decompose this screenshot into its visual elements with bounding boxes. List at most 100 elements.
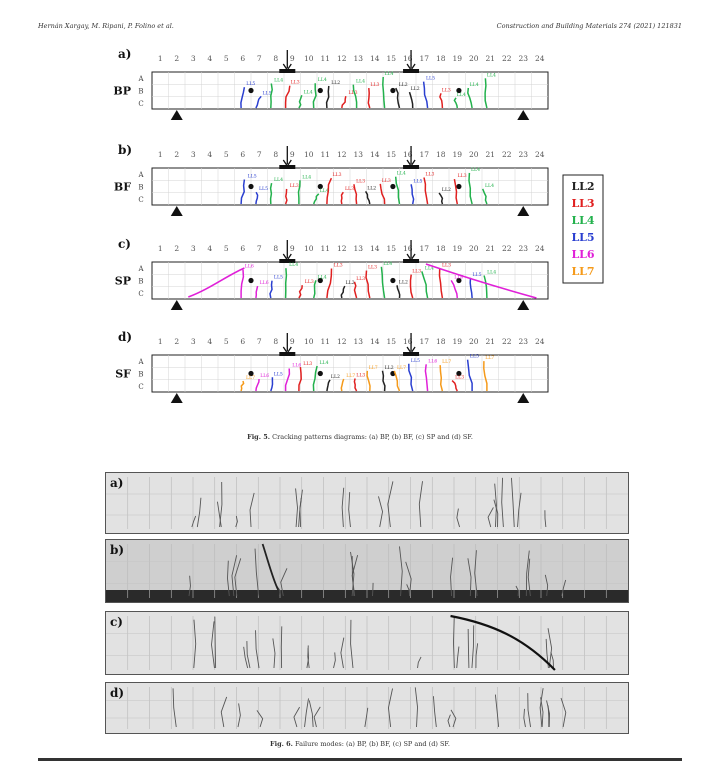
running-header-authors: Hernán Xargay, M. Ripani, P. Folino et a… <box>38 22 174 30</box>
photo-crack <box>456 646 460 669</box>
crack-line <box>270 377 274 392</box>
photo-crack <box>235 515 238 528</box>
column-number: 24 <box>535 244 545 253</box>
running-header-journal: Construction and Building Materials 274 … <box>496 22 682 30</box>
figure-5-caption-label: Fig. 5. <box>247 433 271 441</box>
crack-label: LL4 <box>470 82 479 88</box>
crack-label: LL4 <box>302 174 311 180</box>
column-number: 10 <box>304 337 314 346</box>
photo-crack <box>231 555 238 597</box>
column-number: 5 <box>224 54 229 63</box>
column-number: 22 <box>502 337 512 346</box>
crack-line <box>422 81 429 109</box>
column-number: 6 <box>240 150 245 159</box>
support-triangle <box>517 393 530 403</box>
crack-label: LL4 <box>274 78 283 84</box>
photo-crack <box>450 557 454 597</box>
crack-label: LL5 <box>248 174 257 180</box>
photo-crack <box>453 617 455 669</box>
column-number: 17 <box>419 54 429 63</box>
column-number: 12 <box>337 150 347 159</box>
specimen-name: SF <box>115 368 131 381</box>
column-number: 6 <box>240 54 245 63</box>
column-number: 19 <box>452 150 462 159</box>
crack-line <box>453 97 459 109</box>
column-number: 21 <box>485 337 495 346</box>
measurement-dot <box>317 87 323 94</box>
column-number: 13 <box>353 337 363 346</box>
photo-crack <box>523 708 526 728</box>
column-number: 1 <box>158 337 163 346</box>
photo-crack <box>501 477 504 528</box>
photo-crack <box>399 546 403 597</box>
crack-label: LL4 <box>487 270 496 276</box>
photo-crack <box>172 688 177 728</box>
column-number: 16 <box>403 337 413 346</box>
cracking-panel-bf: b) 1 2 3 4 5 6 7 8 9 10 11 12 13 14 15 16 17 18 19 20 21 22 23 2… <box>114 143 549 216</box>
measurement-dot <box>390 277 396 284</box>
crack-line <box>312 193 320 205</box>
photo-crack <box>511 477 515 528</box>
photo-crack <box>306 648 310 669</box>
support-triangle <box>517 110 530 120</box>
crack-line <box>410 184 415 205</box>
crack-line <box>353 281 358 299</box>
page-bottom-rule <box>38 758 682 761</box>
crack-label: LL3 <box>368 265 377 271</box>
crack-label: LL2 <box>399 82 408 88</box>
photo-crack <box>372 582 374 597</box>
photo-crack <box>234 558 242 597</box>
photo-crack <box>196 497 202 528</box>
crack-line <box>353 378 358 392</box>
row-label: A <box>137 265 144 273</box>
legend-item-ll2: LL2 <box>571 180 594 193</box>
crack-line <box>284 268 288 299</box>
crack-label: LL2 <box>346 280 355 286</box>
crack-line <box>408 363 414 392</box>
crack-line <box>394 176 401 205</box>
column-number: 21 <box>485 54 495 63</box>
crack-label: LL3 <box>370 82 379 88</box>
photo-crack <box>295 488 298 528</box>
photo-crack <box>550 652 554 669</box>
row-label: B <box>138 88 143 96</box>
shear-crack-line <box>425 263 537 299</box>
photo-crack <box>216 501 222 528</box>
measurement-dot <box>317 370 323 377</box>
crack-line <box>382 76 386 109</box>
photo-crack <box>255 630 260 669</box>
column-number: 8 <box>273 244 278 253</box>
crack-line <box>483 275 488 299</box>
column-number: 14 <box>370 54 380 63</box>
photo-label: d) <box>110 686 125 700</box>
crack-line <box>312 83 317 109</box>
column-number: 14 <box>370 150 380 159</box>
crack-label: LL4 <box>320 360 329 366</box>
crack-line <box>352 84 358 108</box>
photo-image <box>106 540 628 602</box>
crack-label: LL3 <box>333 172 342 178</box>
crack-label: LL2 <box>385 365 394 371</box>
photo-crack <box>447 714 451 728</box>
photo-crack <box>494 694 500 728</box>
photo-label: c) <box>110 615 123 629</box>
column-number: 8 <box>273 150 278 159</box>
row-label: C <box>138 100 143 108</box>
column-number: 16 <box>403 150 413 159</box>
photo-crack <box>547 628 553 669</box>
column-number: 2 <box>174 337 179 346</box>
crack-line <box>395 87 401 109</box>
photo-crack <box>333 652 336 669</box>
column-number: 10 <box>304 150 314 159</box>
photo-crack <box>517 492 522 528</box>
row-label: A <box>137 358 144 366</box>
column-number: 1 <box>158 244 163 253</box>
photo-crack <box>405 561 412 597</box>
photo-crack <box>471 625 475 669</box>
measurement-dot <box>390 183 396 190</box>
photo-crack <box>527 693 531 728</box>
row-label: A <box>137 75 144 83</box>
photo-image <box>106 683 628 733</box>
column-number: 23 <box>518 244 528 253</box>
crack-line <box>240 269 245 298</box>
